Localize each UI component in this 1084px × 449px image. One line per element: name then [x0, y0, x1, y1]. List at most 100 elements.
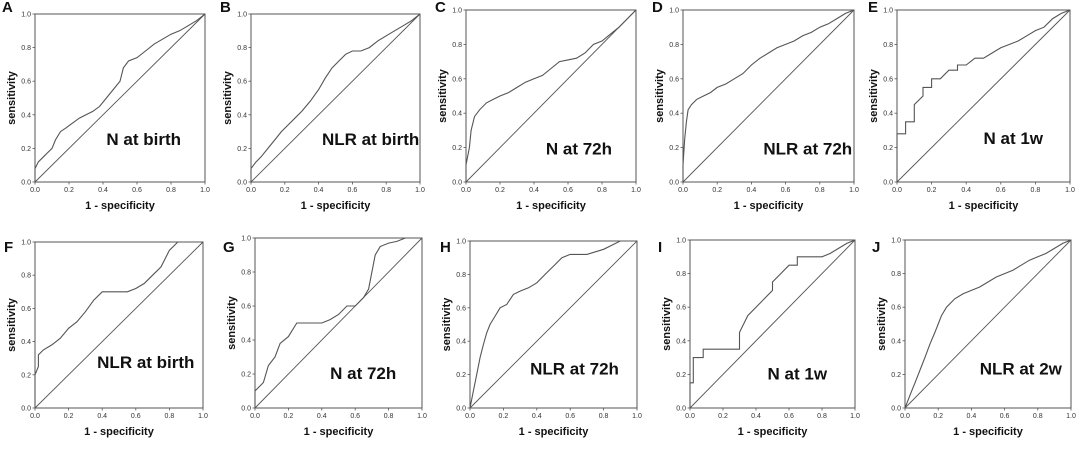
x-tick-label: 1.0 [1065, 187, 1075, 194]
x-tick-label: 0.8 [381, 187, 391, 194]
y-tick-label: 0.0 [237, 180, 247, 187]
roc-curve [465, 9, 637, 182]
panel-letter: A [2, 0, 13, 16]
panel-annotation: N at 1w [768, 364, 828, 383]
roc-curve [469, 240, 637, 409]
panel-annotation: N at 72h [330, 364, 396, 383]
y-tick-label: 0.4 [21, 339, 31, 346]
x-tick-label: 1.0 [631, 187, 641, 194]
y-tick-label: 0.0 [21, 406, 31, 413]
y-axis-label: sensitivity [654, 68, 666, 123]
y-axis-label: sensitivity [226, 295, 238, 350]
y-tick-label: 0.4 [21, 112, 31, 119]
reference-diagonal [34, 13, 206, 183]
x-tick-label: 0.2 [64, 413, 74, 420]
x-tick-label: 0.6 [996, 187, 1006, 194]
y-axis-label: sensitivity [437, 68, 449, 123]
y-tick-label: 0.0 [241, 406, 251, 413]
panel-annotation: N at 72h [546, 139, 612, 158]
y-tick-label: 0.0 [676, 406, 686, 413]
x-tick-label: 0.0 [685, 413, 695, 420]
y-tick-label: 0.4 [669, 111, 679, 118]
roc-curve [34, 13, 206, 182]
x-tick-label: 0.0 [678, 187, 688, 194]
y-tick-label: 0.2 [21, 146, 31, 153]
roc-curve [904, 239, 1072, 409]
y-tick-label: 0.8 [669, 42, 679, 49]
x-tick-label: 0.8 [817, 413, 827, 420]
y-tick-label: 0.6 [669, 76, 679, 83]
x-tick-label: 1.0 [198, 413, 208, 420]
x-axis-label: 1 - specificity [304, 426, 375, 438]
x-tick-label: 0.4 [532, 413, 542, 420]
x-tick-label: 0.0 [246, 187, 256, 194]
x-tick-label: 0.6 [131, 413, 141, 420]
panel-letter: J [872, 239, 880, 256]
roc-curve [254, 237, 422, 408]
x-tick-label: 0.8 [165, 413, 175, 420]
x-tick-label: 0.6 [781, 187, 791, 194]
y-tick-label: 1.0 [456, 239, 466, 246]
x-axis-label: 1 - specificity [519, 426, 590, 438]
y-tick-label: 0.8 [883, 42, 893, 49]
y-tick-label: 1.0 [676, 238, 686, 245]
y-tick-label: 0.6 [891, 305, 901, 312]
y-tick-label: 0.8 [21, 45, 31, 52]
plot-frame [254, 237, 423, 409]
y-tick-label: 0.0 [21, 180, 31, 187]
y-tick-label: 0.0 [456, 406, 466, 413]
y-axis-label: sensitivity [6, 297, 18, 352]
x-tick-label: 0.8 [384, 413, 394, 420]
panel-annotation: NLR at 72h [530, 360, 619, 379]
y-tick-label: 0.6 [456, 305, 466, 312]
x-tick-label: 0.4 [98, 187, 108, 194]
y-tick-label: 0.2 [241, 372, 251, 379]
y-tick-label: 1.0 [241, 236, 251, 243]
y-tick-label: 0.2 [669, 145, 679, 152]
x-axis-label: 1 - specificity [301, 200, 372, 212]
plot-frame [34, 241, 204, 409]
panel-H: 0.0 0.2 0.4 0.6 0.8 1.0 0.0 0.2 0.4 0.6 0.8 1.0 1 - … [440, 239, 642, 439]
x-tick-label: 0.4 [967, 413, 977, 420]
y-tick-label: 0.4 [676, 338, 686, 345]
x-tick-label: 1.0 [850, 413, 860, 420]
x-tick-label: 1.0 [200, 187, 210, 194]
x-tick-label: 0.8 [166, 187, 176, 194]
y-tick-label: 0.2 [883, 145, 893, 152]
panel-J: 0.0 0.2 0.4 0.6 0.8 1.0 0.0 0.2 0.4 0.6 0.8 1.0 1 - … [872, 238, 1076, 439]
y-tick-label: 0.0 [669, 180, 679, 187]
x-tick-label: 0.0 [900, 413, 910, 420]
x-axis-label: 1 - specificity [949, 200, 1020, 212]
y-axis-label: sensitivity [222, 70, 234, 125]
y-tick-label: 0.2 [452, 145, 462, 152]
x-tick-label: 0.0 [465, 413, 475, 420]
x-tick-label: 0.8 [815, 187, 825, 194]
plot-frame [896, 9, 1071, 183]
x-tick-label: 1.0 [415, 187, 425, 194]
x-axis-label: 1 - specificity [84, 426, 155, 438]
y-axis-label: sensitivity [6, 70, 18, 125]
x-tick-label: 0.4 [314, 187, 324, 194]
x-tick-label: 0.2 [499, 413, 509, 420]
reference-diagonal [689, 239, 856, 409]
panel-letter: F [4, 239, 13, 256]
x-tick-label: 0.6 [132, 187, 142, 194]
y-tick-label: 0.6 [883, 76, 893, 83]
y-tick-label: 0.8 [891, 271, 901, 278]
panel-letter: I [658, 239, 662, 256]
x-tick-label: 1.0 [417, 413, 427, 420]
panel-letter: E [868, 0, 878, 16]
y-tick-label: 0.6 [676, 305, 686, 312]
x-tick-label: 0.2 [712, 187, 722, 194]
y-tick-label: 0.8 [21, 273, 31, 280]
y-axis-label: sensitivity [876, 296, 888, 351]
panel-D: 0.0 0.2 0.4 0.6 0.8 1.0 0.0 0.2 0.4 0.6 0.8 1.0 1 - … [652, 0, 859, 212]
panel-A: 0.0 0.2 0.4 0.6 0.8 1.0 0.0 0.2 0.4 0.6 0.8 1.0 1 - … [2, 0, 210, 212]
x-tick-label: 0.0 [892, 187, 902, 194]
panel-annotation: NLR at 72h [763, 139, 852, 158]
roc-curve [250, 13, 421, 182]
y-tick-label: 0.2 [237, 146, 247, 153]
x-axis-label: 1 - specificity [738, 426, 809, 438]
y-tick-label: 0.8 [452, 42, 462, 49]
y-tick-label: 0.4 [456, 339, 466, 346]
